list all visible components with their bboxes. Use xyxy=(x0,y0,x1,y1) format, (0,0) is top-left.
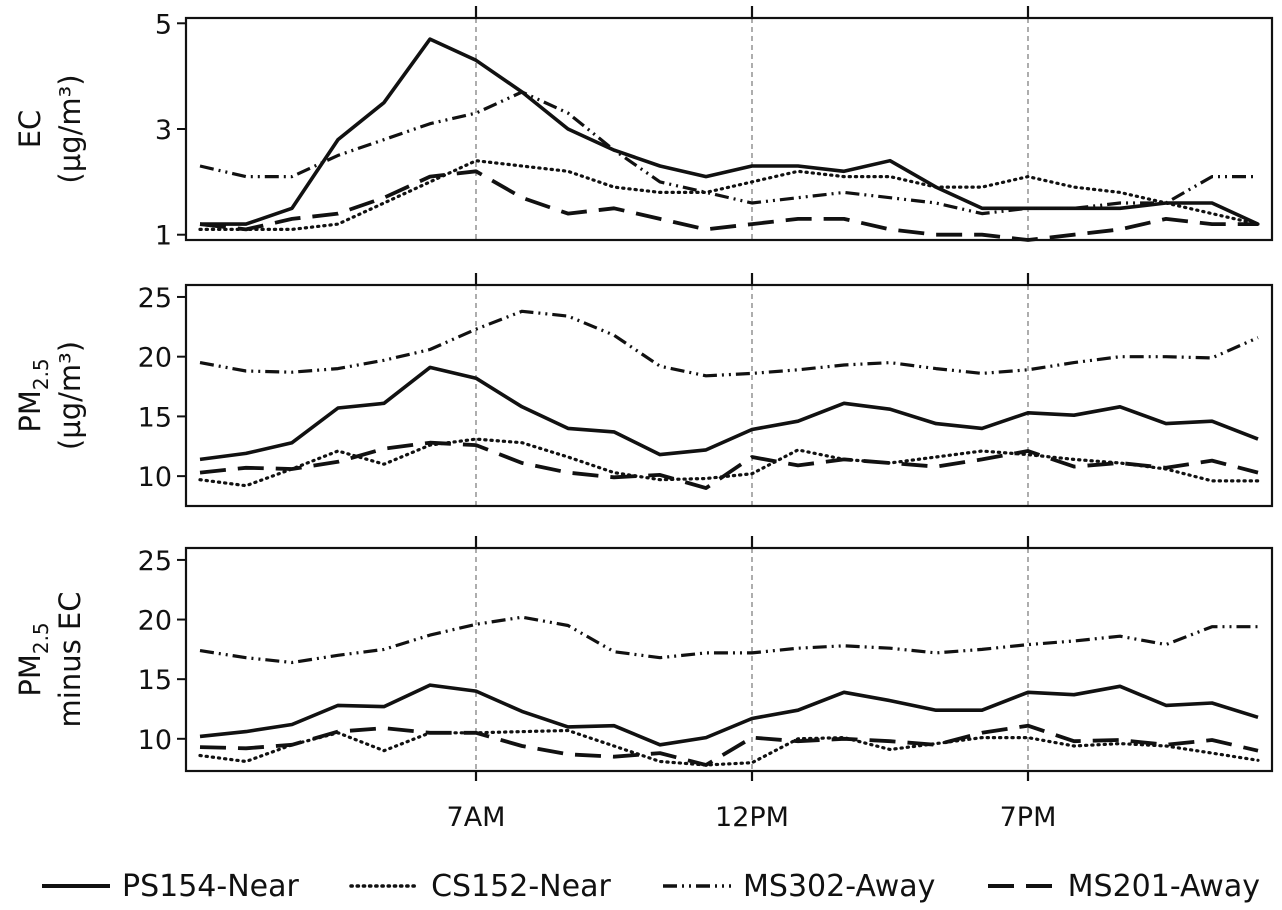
plot-frame xyxy=(184,283,1274,508)
y-tick-label: 10 xyxy=(138,725,172,756)
legend: PS154-Near CS152-Near MS302-Away MS201-A… xyxy=(40,862,1260,910)
y-axis-unit: (µg/m³) xyxy=(53,341,87,450)
y-tick-label: 5 xyxy=(155,9,172,40)
legend-item-ps154: PS154-Near xyxy=(40,869,299,904)
y-tick-label: 3 xyxy=(155,115,172,146)
y-tick-label: 10 xyxy=(138,462,172,493)
y-axis-unit: (µg/m³) xyxy=(53,74,87,183)
plot-frame xyxy=(184,16,1274,242)
x-tick-label: 7AM xyxy=(447,802,506,833)
x-tick-label: 7PM xyxy=(1000,802,1057,833)
series-line-ms201-away xyxy=(199,723,1259,767)
series-line-ps154-near xyxy=(200,37,1259,226)
y-tick-label: 15 xyxy=(138,665,172,696)
series-line-ps154-near xyxy=(199,683,1259,747)
legend-label: MS201-Away xyxy=(1067,868,1260,904)
y-tick-label: 25 xyxy=(138,283,172,314)
y-axis-title: EC xyxy=(13,110,47,149)
legend-label: MS302-Away xyxy=(743,868,936,904)
series-line-cs152-near xyxy=(198,159,1260,231)
legend-swatch-dashed xyxy=(987,884,1056,888)
y-axis-title: PM2.5 xyxy=(13,358,53,432)
legend-swatch-solid xyxy=(42,884,110,888)
series-line-ms302-away xyxy=(199,615,1258,665)
series-line-cs152-near xyxy=(198,437,1260,488)
legend-item-ms302: MS302-Away xyxy=(661,869,935,904)
legend-swatch-dashdotdot xyxy=(663,884,732,888)
y-tick-label: 20 xyxy=(138,606,172,637)
series-line-cs152-near xyxy=(198,728,1260,767)
legend-label: CS152-Near xyxy=(431,868,611,904)
y-axis-title: PM2.5 xyxy=(13,622,53,696)
y-axis-title-line2: minus EC xyxy=(53,592,87,728)
series-line-ms201-away xyxy=(199,169,1258,242)
legend-label: PS154-Near xyxy=(122,868,299,904)
series-line-ms302-away xyxy=(199,309,1259,378)
series-line-ms302-away xyxy=(199,90,1258,216)
series-line-ps154-near xyxy=(199,365,1259,462)
y-tick-label: 15 xyxy=(138,402,172,433)
series-line-ms201-away xyxy=(199,440,1259,491)
legend-item-cs152: CS152-Near xyxy=(349,869,611,904)
y-tick-label: 1 xyxy=(155,221,172,252)
legend-item-ms201: MS201-Away xyxy=(986,869,1260,904)
x-tick-label: 12PM xyxy=(715,802,789,833)
legend-swatch-dotted xyxy=(349,884,421,888)
y-tick-label: 25 xyxy=(138,546,172,577)
plot-frame xyxy=(184,546,1274,773)
y-tick-label: 20 xyxy=(138,343,172,374)
